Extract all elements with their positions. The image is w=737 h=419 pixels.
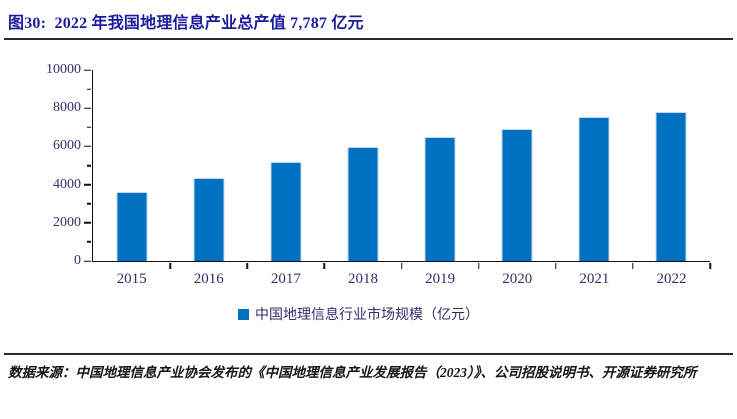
bar-2021	[578, 117, 610, 261]
x-tick-label-2021: 2021	[579, 271, 610, 287]
x-axis-tick	[323, 263, 326, 269]
y-axis-minor-tick	[87, 126, 91, 129]
bar-2015	[116, 192, 148, 261]
y-axis-major-tick	[84, 222, 91, 224]
x-tick-label-2022: 2022	[656, 271, 687, 287]
x-axis-tick	[632, 263, 634, 269]
y-axis-major-tick	[84, 69, 91, 71]
x-axis-tick	[400, 263, 403, 269]
x-tick-label-2015: 2015	[116, 271, 147, 287]
x-axis-tick	[246, 263, 248, 269]
y-tick-label-6000: 6000	[53, 138, 81, 154]
plot-area: 2015 2016 2017 2018 2019 2020 2021 2022 0 2000 400…	[46, 62, 711, 287]
y-axis-major-tick	[84, 145, 91, 148]
x-axis-tick	[477, 263, 480, 269]
x-axis-tick	[709, 263, 711, 269]
y-tick-label-4000: 4000	[53, 176, 81, 192]
y-axis-minor-tick	[87, 164, 91, 167]
y-tick-label-2000: 2000	[53, 214, 81, 230]
y-tick-label-0: 0	[74, 253, 81, 268]
y-axis-minor-tick	[87, 202, 91, 205]
x-axis-tick	[169, 263, 171, 269]
y-axis-minor-tick	[87, 88, 91, 90]
title-divider	[4, 38, 733, 40]
legend-swatch-icon	[238, 308, 249, 320]
x-tick-label-2020: 2020	[502, 271, 533, 287]
y-axis-major-tick	[84, 183, 91, 186]
bar-2016	[193, 177, 225, 261]
x-tick-label-2018: 2018	[347, 271, 378, 287]
x-tick-label-2016: 2016	[193, 271, 224, 287]
x-tick-label-2017: 2017	[270, 271, 301, 287]
bar-2020	[501, 129, 533, 261]
legend-label: 中国地理信息行业市场规模（亿元）	[255, 308, 479, 323]
x-axis-tick	[555, 263, 557, 269]
x-tick-label-2019: 2019	[425, 271, 456, 287]
source-note: 数据来源：中国地理信息产业协会发布的《中国地理信息产业发展报告（2023）》、公…	[8, 365, 697, 380]
y-axis-minor-tick	[87, 241, 91, 243]
bar-2019	[424, 137, 456, 261]
bar-2022	[655, 112, 687, 261]
chart-legend: 中国地理信息行业市场规模（亿元）	[0, 304, 717, 324]
y-axis-major-tick	[84, 260, 91, 262]
source-divider	[4, 353, 733, 355]
y-tick-label-10000: 10000	[46, 62, 81, 77]
bar-2017	[270, 162, 302, 261]
y-axis-major-tick	[84, 107, 91, 109]
figure-title: 图30: 2022 年我国地理信息产业总产值 7,787 亿元	[8, 15, 364, 32]
bar-2018	[347, 147, 379, 261]
y-tick-label-8000: 8000	[53, 100, 81, 116]
